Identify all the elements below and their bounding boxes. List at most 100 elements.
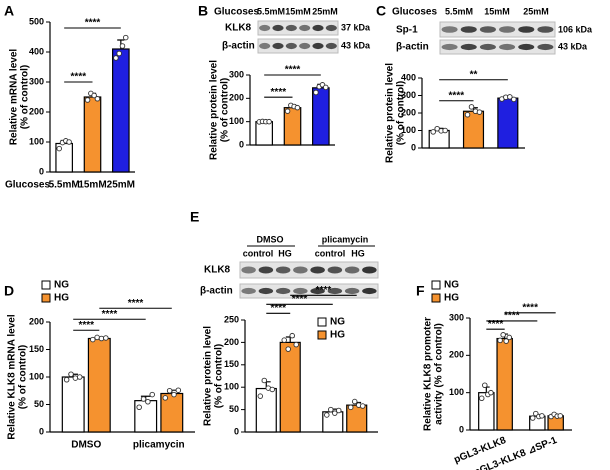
blot-band (241, 287, 256, 295)
legend-label: HG (330, 330, 345, 341)
data-point (482, 382, 488, 388)
legend-swatch (41, 293, 51, 303)
data-point (269, 386, 276, 393)
y-axis-label: Relative protein level (209, 60, 220, 160)
data-point (66, 139, 72, 145)
blot-band (344, 287, 360, 295)
data-point (162, 395, 169, 401)
y-tick-label: 200 (229, 93, 244, 103)
y-tick-label: 0 (459, 424, 464, 434)
blot-band (362, 266, 377, 274)
sig-label: **** (78, 320, 94, 331)
data-point (529, 415, 536, 421)
y-tick-label: 200 (29, 316, 44, 326)
blot-band (272, 42, 284, 50)
data-point (261, 377, 268, 384)
x-tick-label: plicamycin (133, 440, 185, 451)
legend-swatch (431, 280, 441, 290)
blot-row: Sp-1 (396, 25, 418, 36)
data-point (90, 336, 96, 343)
data-point (324, 412, 330, 418)
legend-swatch (317, 317, 327, 327)
y-tick-label: 200 (401, 107, 416, 117)
blot-band (310, 287, 325, 295)
y-tick-label: 300 (449, 312, 464, 322)
blot-band (327, 266, 343, 274)
data-point (84, 97, 91, 103)
blot-band (312, 42, 324, 50)
data-point (284, 108, 291, 114)
panel-label: E (190, 209, 199, 225)
bar (279, 341, 301, 433)
sig-label: **** (316, 285, 332, 296)
y-axis-label: (% of control) (220, 78, 231, 142)
y-tick-label: 0 (239, 139, 244, 149)
data-point (497, 337, 503, 344)
y-axis-label: Relative KLK8 mRNA level (7, 314, 18, 439)
bar (87, 337, 111, 433)
blot-header: Glucoses (392, 7, 437, 18)
y-axis-label: (% of control) (18, 345, 29, 409)
blot-band (325, 42, 337, 50)
blot-band (299, 24, 311, 32)
legend-label: HG (444, 293, 459, 304)
y-tick-label: 300 (401, 90, 416, 100)
y-tick-label: 0 (234, 426, 239, 436)
legend-swatch (317, 330, 327, 340)
sig-label: **** (85, 18, 101, 29)
y-tick-label: 150 (224, 359, 239, 369)
data-point (76, 374, 83, 380)
bar (496, 337, 513, 431)
data-point (63, 377, 70, 383)
y-tick-label: 400 (401, 72, 416, 82)
data-point (289, 332, 295, 339)
legend-label: NG (330, 317, 345, 328)
blot-band (293, 287, 308, 295)
y-tick-label: 100 (401, 125, 416, 135)
blot-band (460, 43, 477, 51)
data-point (94, 96, 101, 102)
panel-label: C (376, 3, 386, 19)
data-point (336, 407, 342, 414)
data-point (503, 338, 509, 344)
blot-band (258, 287, 274, 295)
bar (61, 376, 85, 433)
y-tick-label: 300 (29, 76, 44, 86)
y-tick-label: 100 (449, 387, 464, 397)
data-point (294, 104, 301, 111)
sig-label: **** (292, 294, 308, 305)
blot-band (275, 287, 291, 295)
blot-strip (239, 261, 379, 279)
blot-band (479, 26, 496, 33)
panel-label: D (4, 283, 14, 299)
y-axis-label: Relative KLK8 promoter (423, 317, 434, 431)
sig-label: **** (71, 72, 87, 83)
blot-band (518, 43, 535, 51)
data-point (257, 393, 264, 399)
data-point (171, 391, 177, 398)
blot-band (299, 42, 311, 50)
data-point (557, 413, 564, 419)
data-point (468, 104, 475, 110)
data-point (539, 413, 545, 419)
y-tick-label: 100 (29, 371, 44, 381)
blot-band (285, 42, 297, 50)
legend-label: NG (444, 280, 459, 291)
blot-band (362, 287, 377, 295)
data-point (266, 118, 272, 125)
data-point (113, 55, 119, 61)
y-tick-label: 0 (411, 142, 416, 152)
group-label: plicamycin (322, 234, 369, 244)
y-axis-label: Relative protein level (203, 326, 214, 426)
data-point (98, 335, 105, 342)
lane-label: 25mM (312, 6, 338, 16)
sig-label: **** (449, 90, 465, 101)
data-point (500, 332, 506, 338)
y-axis-label: (% of control) (396, 81, 407, 145)
blot-band (344, 266, 360, 274)
blot-strip (257, 20, 339, 36)
blot-band (460, 26, 477, 33)
data-point (91, 92, 97, 99)
data-point (442, 127, 448, 134)
blot-row: β-actin (396, 42, 429, 53)
